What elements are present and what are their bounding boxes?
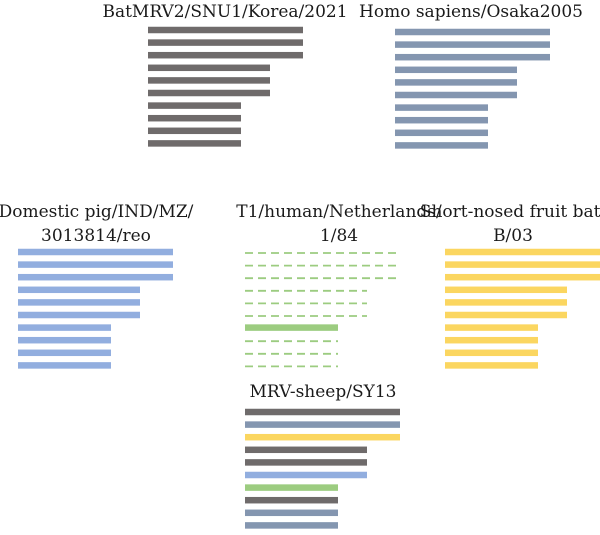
genome-segment-bar (395, 91, 517, 99)
genome-segment-bar (245, 408, 400, 416)
genome-segment-bar (445, 362, 538, 369)
genome-segment-bar (245, 471, 367, 479)
genome-segment-bar (445, 299, 567, 306)
genome-segment-bar (148, 114, 241, 122)
genome-segment-bar (18, 248, 173, 256)
genome-segment-bar (395, 41, 550, 48)
genome-segment-bar (395, 129, 488, 137)
genome-segment-bar (18, 349, 111, 357)
genome-segment-bar (18, 261, 173, 268)
panel-title-line: T1/human/Netherlands/ (236, 202, 442, 222)
genome-segment-bar (148, 140, 241, 147)
panel-title: Short-nosed fruit bat/ B/03 (420, 200, 600, 248)
genome-segment-bar (245, 459, 367, 466)
genome-segment-bar (445, 336, 538, 344)
genome-segment-bar (245, 433, 400, 441)
genome-segment-bar (445, 286, 567, 294)
genome-segment-bar (445, 324, 538, 331)
genome-segment-bar (445, 248, 600, 256)
genome-segment-bar (18, 286, 140, 294)
genome-segment-bar (395, 28, 550, 36)
panel-title-line: BatMRV2/SNU1/Korea/2021 (102, 2, 348, 22)
genome-segment-bar (18, 299, 140, 306)
genome-segment-bar (245, 446, 367, 454)
panel-title-line: MRV-sheep/SY13 (249, 382, 397, 402)
panel-title-line: Homo sapiens/Osaka2005 (359, 2, 583, 22)
genome-segment-bar (18, 311, 140, 319)
panel-title: T1/human/Netherlands/ 1/84 (236, 200, 441, 248)
genome-segment-bar (148, 39, 303, 46)
genome-segment-bar (245, 324, 338, 331)
genome-segment-bar (148, 77, 270, 84)
genome-segment-bar (445, 311, 567, 319)
genome-segment-bar (245, 522, 338, 529)
genome-segment-bar (395, 116, 488, 124)
genome-segment-bar (395, 79, 517, 86)
panel-title-line: 3013814/reo (41, 226, 151, 246)
genome-segment-bar (148, 64, 270, 72)
genome-segment-bar (395, 142, 488, 149)
genome-segment-bar (395, 66, 517, 74)
panel-title-line: 1/84 (319, 226, 359, 246)
genome-segment-bar (245, 484, 338, 491)
panel-title: Domestic pig/IND/MZ/ 3013814/reo (0, 200, 193, 248)
genome-segment-bar (148, 102, 241, 109)
panel-title-line: Domestic pig/IND/MZ/ (0, 202, 194, 222)
genome-segment-bar (445, 261, 600, 268)
genome-segment-bar (445, 349, 538, 357)
panel-title: MRV-sheep/SY13 (250, 380, 397, 404)
genome-segment-bar (148, 127, 241, 135)
genome-segment-bar (18, 336, 111, 344)
genome-segment-bar (395, 104, 488, 111)
genome-segment-bar (148, 89, 270, 97)
genome-segment-bar (18, 324, 111, 331)
genome-segment-bar (18, 362, 111, 369)
genome-segment-bar (148, 51, 303, 59)
genome-segment-bar (245, 421, 400, 428)
genome-segment-bar (245, 496, 338, 504)
panel-title-line: B/03 (493, 226, 533, 246)
panel-title-line: Short-nosed fruit bat/ (419, 202, 600, 222)
genome-segment-bar (245, 509, 338, 517)
panel-title: Homo sapiens/Osaka2005 (359, 0, 583, 24)
genome-segment-bar (395, 53, 550, 61)
panel-title: BatMRV2/SNU1/Korea/2021 (102, 0, 347, 24)
genome-segment-bar (148, 26, 303, 34)
genome-segment-bar (445, 273, 600, 281)
genome-segment-bar (18, 273, 173, 281)
